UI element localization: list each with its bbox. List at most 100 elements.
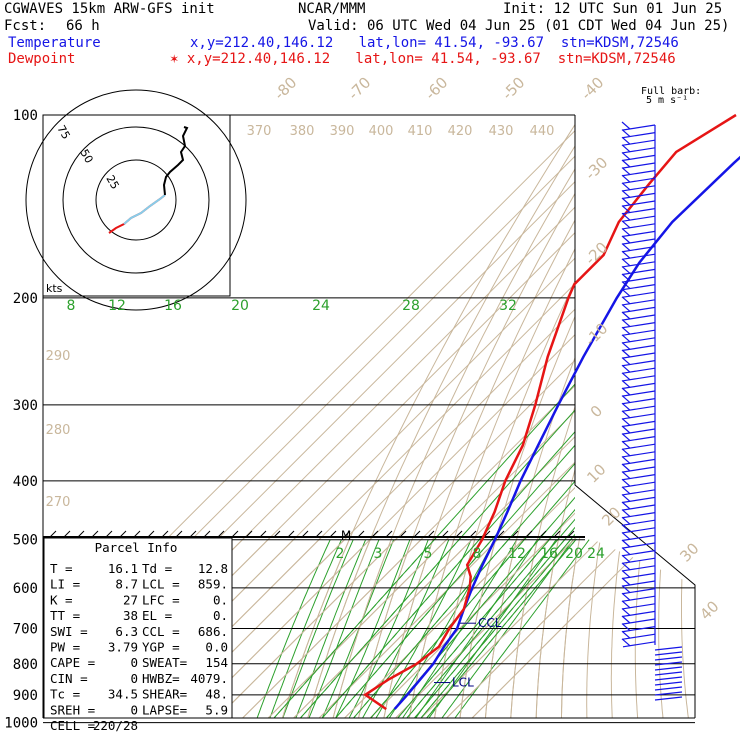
parcel-info-value: 34.5 [108,687,138,702]
wind-barb [622,398,656,405]
isotherm-label: -10 [581,319,611,349]
mixing-ratio-line [413,526,575,718]
parcel-info-title: Parcel Info [95,540,178,555]
parcel-info-value: 4079. [190,671,228,686]
wind-barb [622,162,656,169]
isotherm-line [339,536,695,718]
dry-adiabat-line [681,536,695,718]
tick-mark [273,530,281,538]
isotherm-label: -40 [577,73,607,103]
parcel-info-box [43,537,233,719]
wind-barb [622,405,656,412]
wind-barb [622,215,656,222]
parcel-info-key: YGP = [142,640,180,655]
dry-adiabat-line [725,115,740,736]
parcel-info-value: 0 [130,671,138,686]
wind-barb [621,250,631,259]
tick-mark [147,530,155,538]
wind-barb [622,276,656,283]
isotherm-label: 40 [696,597,722,623]
moist-adiabat-line [250,539,331,718]
barb-legend-title: Full barb: [641,86,702,97]
tick-mark [175,530,183,538]
isotherm-line [186,536,695,718]
moist-adiabat-line [364,539,472,718]
wind-barb [622,633,656,640]
parcel-info-key: LFC = [142,592,180,607]
wind-barb [621,167,631,176]
annotation-label: CCL [478,616,502,630]
wind-barb [621,220,631,229]
parcel-info-value: 0 [130,702,138,717]
parcel-info-value: 12.8 [198,561,228,576]
pressure-label: 900 [13,688,38,704]
hodograph-ring-label: 50 [77,147,95,166]
wind-barb [622,306,656,313]
wind-barb [622,420,656,427]
theta-label: 390 [330,124,355,139]
wind-barb [621,387,631,396]
isotherm-label: -80 [270,73,300,103]
tick-mark [329,530,337,538]
wind-barb [622,572,656,579]
tick-mark [497,530,505,538]
mixing-ratio-label: 20 [565,546,583,562]
theta-label: 430 [489,124,514,139]
model-title: CGWAVES 15km ARW-GFS init [4,1,215,17]
parcel-info-value: 0 [130,655,138,670]
wind-barb [622,512,656,519]
wind-barb [622,253,656,260]
isotherm-line [190,333,575,718]
wind-barb [622,299,656,306]
hodograph-ring [95,159,177,241]
isotherm-line [394,537,575,718]
tick-mark [567,530,575,538]
parcel-info-key: PW = [50,640,80,655]
right-frame [574,115,696,718]
dry-adiabat-line [725,115,740,736]
wind-barb [622,550,656,557]
wind-barb [621,235,631,244]
wind-barb [621,524,631,533]
wind-barb [621,129,631,138]
wind-barb [621,144,631,153]
wind-barb [621,493,631,502]
mixing-ratio-line [370,480,575,718]
isotherm-label: -60 [421,73,451,103]
wind-barb [621,463,631,472]
dry-adiabat-line [561,561,575,718]
wind-barb [622,557,656,564]
wind-barb [622,595,656,602]
tick-mark [385,530,393,538]
tick-mark [287,530,295,538]
dry-adiabat-line [434,279,575,718]
pressure-label: 100 [13,108,38,124]
tick-mark [77,530,85,538]
tick-mark [441,530,449,538]
wind-barb [622,436,656,443]
dry-adiabat-line [659,115,740,736]
mixing-ratio-line [352,462,575,718]
wind-barb [622,177,656,184]
dry-adiabat-line [484,356,575,718]
tick-mark [217,530,225,538]
dry-adiabat-line [587,115,740,736]
theta-label: 290 [46,349,71,364]
dry-adiabat-line [332,168,575,718]
pressure-label: 500 [13,533,38,549]
tick-mark [343,530,351,538]
moist-adiabat-line [390,539,518,718]
parcel-info-value: 48. [205,687,228,702]
mixing-ratio-line [273,383,575,718]
wind-barb [622,238,656,245]
wind-barb [621,410,631,419]
isotherm-label: -20 [581,238,611,268]
pressure-label: 200 [13,291,38,307]
isotherm-label: 30 [676,539,702,565]
parcel-info-value: 6.3 [115,624,138,639]
parcel-info-value: 38 [123,608,138,623]
dry-adiabat-line [535,467,575,718]
mixing-ratio-line [420,533,575,718]
tick-mark [189,530,197,538]
